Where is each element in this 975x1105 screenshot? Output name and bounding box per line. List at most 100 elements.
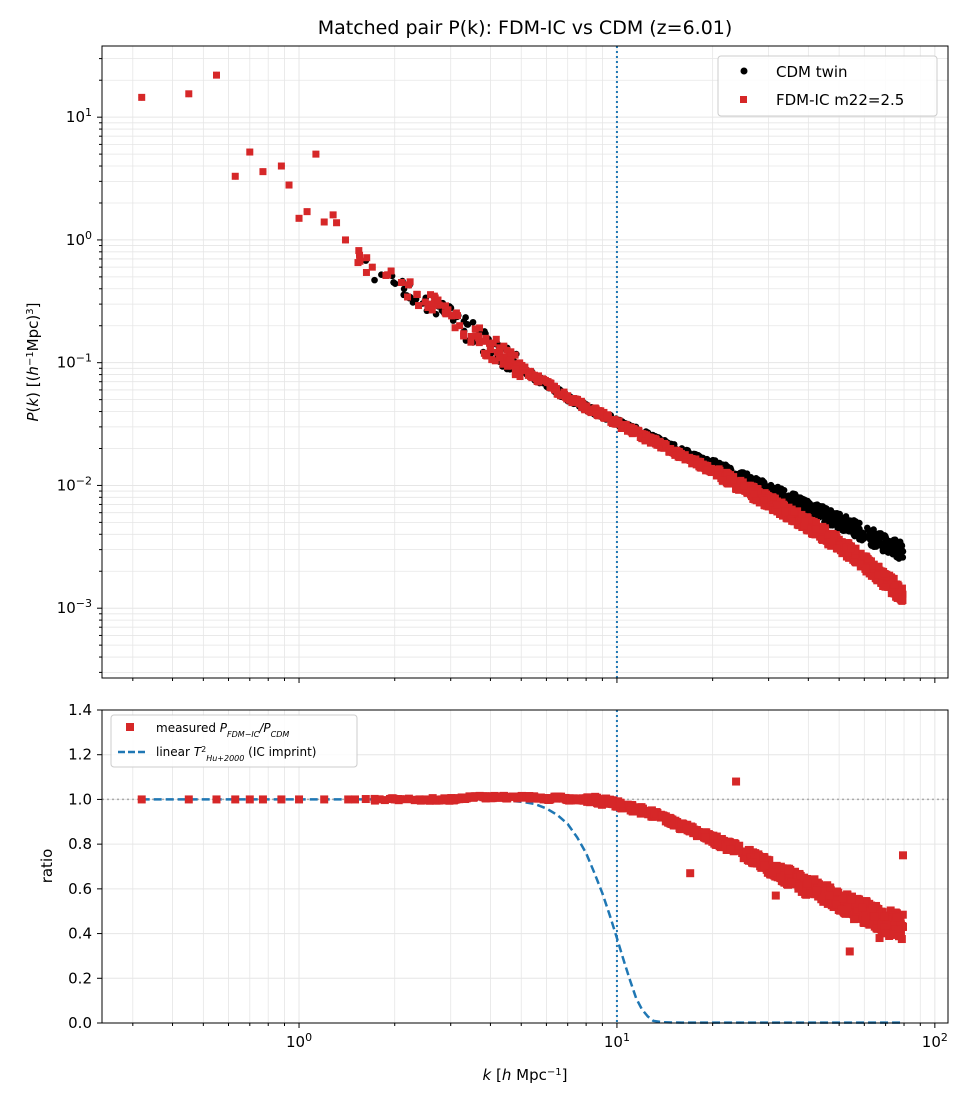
ratio-point xyxy=(817,895,826,904)
ratio-point xyxy=(475,791,484,800)
ratio-point xyxy=(897,935,906,944)
cdm-point xyxy=(868,527,876,535)
fdm-point xyxy=(453,312,461,320)
bottom-legend-box xyxy=(110,714,358,768)
fdm-point xyxy=(387,267,395,275)
bottom-x-ticks: 100 101 102 xyxy=(132,1023,948,1052)
ratio-point xyxy=(843,903,852,912)
ratio-point xyxy=(872,924,881,933)
cdm-point xyxy=(832,518,840,526)
top-y-tick-label: 101 xyxy=(66,106,92,127)
ratio-point xyxy=(607,799,616,808)
fdm-point xyxy=(424,304,432,312)
fdm-point xyxy=(893,591,901,599)
ratio-point xyxy=(428,794,437,803)
fdm-point xyxy=(295,214,303,222)
fdm-point xyxy=(898,595,906,603)
ratio-point xyxy=(868,919,877,928)
fdm-point xyxy=(533,378,541,386)
fdm-point xyxy=(406,278,414,286)
ratio-point xyxy=(803,879,812,888)
fdm-point xyxy=(382,271,390,279)
ratio-point xyxy=(832,900,841,909)
fdm-point xyxy=(441,309,449,317)
fdm-point xyxy=(312,150,320,158)
ratio-point xyxy=(591,792,600,801)
fdm-point xyxy=(592,406,600,414)
fdm-point xyxy=(460,330,468,338)
fdm-point xyxy=(511,351,519,359)
bottom-y-tick-label: 0.6 xyxy=(68,880,92,898)
ratio-point xyxy=(776,873,785,882)
fdm-point xyxy=(341,236,349,244)
fdm-point xyxy=(781,507,789,515)
ratio-point xyxy=(888,930,897,939)
fdm-point xyxy=(303,208,311,216)
cdm-point xyxy=(881,532,888,539)
fdm-point xyxy=(421,298,429,306)
fdm-point xyxy=(486,346,494,354)
ratio-point xyxy=(772,865,781,874)
ratio-point xyxy=(826,886,835,895)
fdm-point xyxy=(368,263,376,271)
ratio-point xyxy=(764,859,773,868)
fdm-point xyxy=(845,539,853,547)
ratio-point xyxy=(490,791,499,800)
ratio-point xyxy=(469,793,478,802)
bottom-axes-frame xyxy=(101,709,949,1024)
ratio-point xyxy=(860,897,869,906)
fdm-point xyxy=(750,490,758,498)
ratio-point xyxy=(729,840,738,849)
ratio-point xyxy=(810,875,819,884)
fdm-point xyxy=(851,547,859,555)
ratio-point xyxy=(449,796,458,805)
ratio-point xyxy=(892,913,901,922)
top-axes-frame xyxy=(101,45,949,679)
cdm-point xyxy=(842,516,850,524)
ratio-point xyxy=(800,873,809,882)
fdm-point xyxy=(641,437,649,445)
ratio-point xyxy=(370,796,379,805)
fdm-point xyxy=(693,460,701,468)
fdm-point xyxy=(741,487,749,495)
fdm-point xyxy=(856,560,864,568)
fdm-point xyxy=(585,407,593,415)
fdm-point xyxy=(553,385,561,393)
fdm-point xyxy=(544,378,552,386)
top-y-tick-label: 100 xyxy=(66,228,92,249)
cdm-point xyxy=(862,533,870,541)
chart-title: Matched pair P(k): FDM-IC vs CDM (z=6.01… xyxy=(318,17,733,39)
fdm-point xyxy=(636,433,644,441)
ratio-point xyxy=(351,795,360,804)
ratio-point xyxy=(380,796,389,805)
ratio-point xyxy=(404,794,413,803)
top-series-fdm-ic xyxy=(138,71,907,605)
fdm-point xyxy=(823,536,831,544)
ratio-point xyxy=(395,795,404,804)
fdm-point xyxy=(780,500,788,508)
cdm-point xyxy=(827,519,835,526)
fdm-point xyxy=(867,572,875,580)
ratio-point xyxy=(638,804,647,813)
ratio-point xyxy=(794,882,803,891)
ratio-point xyxy=(682,824,691,833)
fdm-point xyxy=(801,517,809,525)
fdm-point xyxy=(516,373,524,381)
ratio-point xyxy=(626,806,635,815)
ratio-point xyxy=(845,947,854,956)
fdm-point xyxy=(681,451,689,459)
fdm-point xyxy=(824,541,832,549)
fdm-point xyxy=(503,346,511,354)
fdm-point xyxy=(456,322,464,330)
bottom-x-tick-label: 100 xyxy=(286,1031,312,1052)
fdm-point xyxy=(540,376,548,384)
fdm-point xyxy=(362,268,370,276)
fdm-point xyxy=(703,466,711,474)
cdm-point xyxy=(760,478,768,486)
ratio-point xyxy=(631,807,640,816)
ratio-point xyxy=(831,896,840,905)
cdm-point xyxy=(896,549,903,557)
cdm-point xyxy=(790,498,798,506)
